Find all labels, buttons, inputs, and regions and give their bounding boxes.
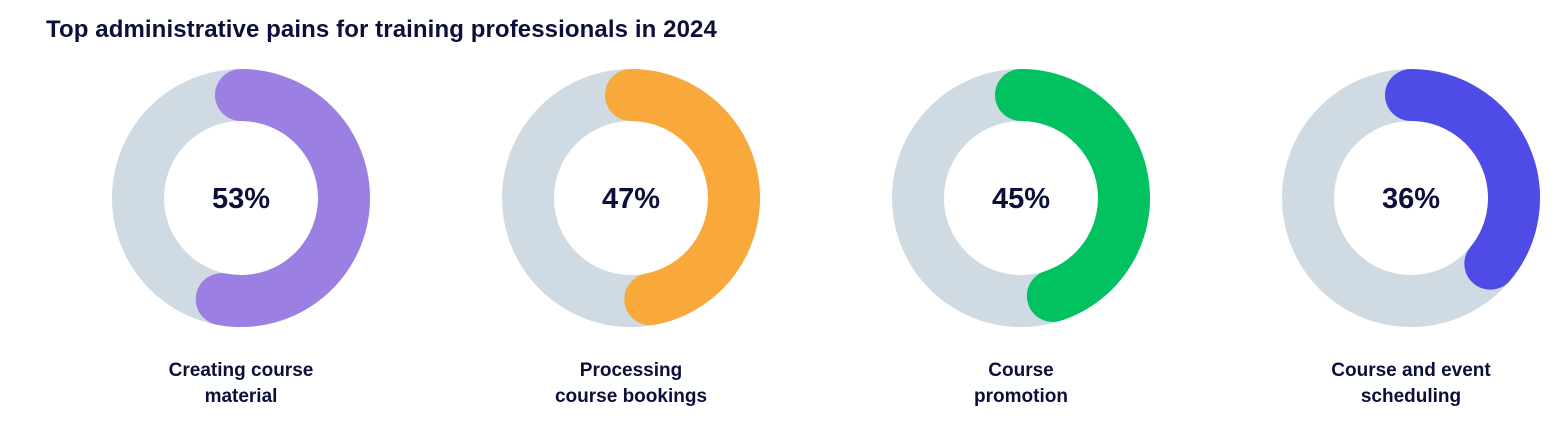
donut-percent-label: 53% [212, 183, 270, 215]
donut-category-label-line: material [204, 386, 278, 407]
donut-category-label: Creating course material [86, 358, 396, 410]
donut-panel: 36% Course and event scheduling [1256, 66, 1566, 424]
donut-category-label-line: Creating course [168, 360, 314, 381]
donut-category-label-line: Processing [579, 360, 683, 381]
donut-percent-label: 47% [602, 183, 660, 215]
donut-value-arc [1385, 69, 1540, 290]
donut-category-label-line: course bookings [554, 386, 708, 407]
donut-category-label-line: Course [988, 360, 1054, 381]
donut-category-label: Course promotion [866, 358, 1176, 410]
donut-chart: 36% [1282, 69, 1540, 327]
donut-category-label-line: promotion [974, 386, 1068, 407]
donut-category-label: Course and event scheduling [1256, 358, 1566, 410]
donut-value-arc [995, 69, 1150, 322]
donut-chart: 53% [112, 69, 370, 327]
donut-category-label-line: Course and event [1331, 360, 1491, 381]
donut-percent-label: 36% [1382, 183, 1440, 215]
donut-value-arc [605, 69, 760, 326]
donut-chart: 47% [502, 69, 760, 327]
donut-value-arc [195, 69, 370, 327]
chart-title: Top administrative pains for training pr… [46, 16, 717, 43]
donut-chart: 45% [892, 69, 1150, 327]
donut-category-label-line: scheduling [1360, 386, 1462, 407]
donut-category-label: Processing course bookings [476, 358, 786, 410]
donut-panel: 45% Course promotion [866, 66, 1176, 424]
donut-panel: 47% Processing course bookings [476, 66, 786, 424]
donut-percent-label: 45% [992, 183, 1050, 215]
donut-panel: 53% Creating course material [86, 66, 396, 424]
